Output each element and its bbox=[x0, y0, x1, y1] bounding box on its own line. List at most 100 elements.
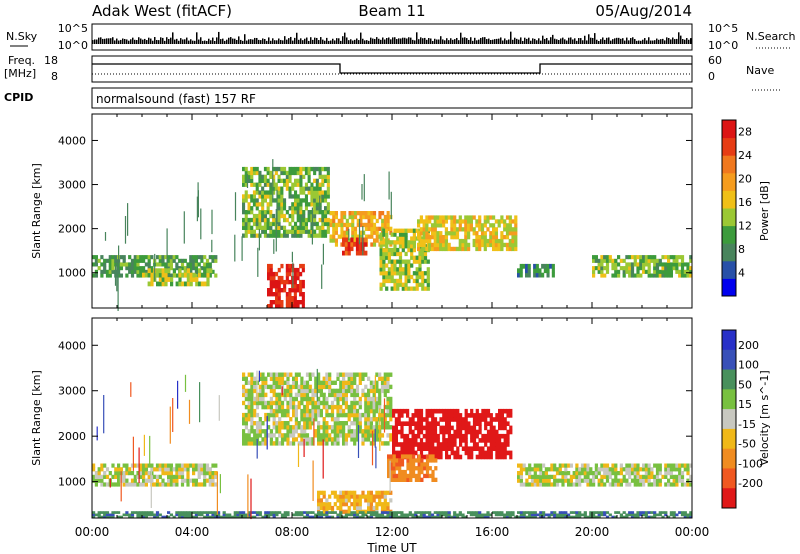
heatmap-cell bbox=[436, 515, 440, 519]
heatmap-cell bbox=[103, 262, 107, 267]
heatmap-cell bbox=[689, 255, 693, 260]
heatmap-cell bbox=[445, 442, 449, 447]
heatmap-cell bbox=[318, 225, 322, 230]
heatmap-cell bbox=[164, 281, 168, 287]
heatmap-cell bbox=[472, 417, 477, 422]
heatmap-cell bbox=[353, 421, 357, 426]
nsky-bar bbox=[596, 39, 598, 44]
heatmap-cell bbox=[133, 258, 137, 263]
heatmap-cell bbox=[294, 210, 298, 215]
heatmap-cell bbox=[175, 262, 179, 267]
heatmap-cell bbox=[403, 513, 407, 517]
heatmap-cell bbox=[401, 271, 405, 276]
heatmap-cell bbox=[636, 463, 640, 468]
heatmap-cell bbox=[311, 400, 315, 406]
heatmap-cell bbox=[486, 429, 491, 435]
heatmap-cell bbox=[322, 400, 326, 406]
heatmap-cell bbox=[334, 242, 338, 247]
heatmap-cell bbox=[247, 225, 251, 230]
heatmap-cell bbox=[183, 515, 187, 519]
heatmap-cell bbox=[293, 267, 297, 273]
heatmap-cell bbox=[275, 511, 279, 514]
heatmap-cell bbox=[580, 467, 585, 472]
heatmap-cell bbox=[564, 515, 568, 519]
heatmap-cell bbox=[433, 421, 438, 426]
heatmap-cell bbox=[422, 235, 426, 240]
heatmap-cell bbox=[594, 471, 598, 476]
heatmap-cell bbox=[353, 513, 357, 517]
heatmap-cell bbox=[478, 454, 482, 460]
heatmap-cell bbox=[464, 515, 468, 519]
heatmap-cell bbox=[369, 421, 373, 426]
heatmap-cell bbox=[122, 262, 126, 267]
nsky-bar bbox=[478, 39, 480, 44]
heatmap-cell bbox=[547, 478, 551, 483]
nsky-bar bbox=[130, 39, 132, 44]
heatmap-cell bbox=[492, 246, 496, 252]
heatmap-cell bbox=[250, 217, 254, 223]
heatmap-cell bbox=[683, 463, 687, 468]
heatmap-cell bbox=[564, 478, 568, 483]
heatmap-cell bbox=[619, 513, 623, 517]
heatmap-cell bbox=[403, 473, 407, 479]
heatmap-cell bbox=[374, 428, 376, 448]
heatmap-cell bbox=[658, 258, 662, 263]
heatmap-cell bbox=[551, 263, 555, 269]
heatmap-cell bbox=[382, 228, 386, 233]
heatmap-cell bbox=[398, 236, 403, 241]
nsky-bar bbox=[676, 38, 678, 44]
heatmap-cell bbox=[373, 222, 377, 228]
heatmap-cell bbox=[111, 262, 115, 267]
heatmap-cell bbox=[150, 511, 154, 514]
heatmap-cell bbox=[611, 467, 615, 472]
heatmap-cell bbox=[372, 511, 376, 514]
heatmap-cell bbox=[464, 227, 468, 232]
colorbar-tick-label: 50 bbox=[738, 378, 752, 391]
heatmap-cell bbox=[672, 262, 676, 267]
heatmap-cell bbox=[519, 268, 523, 274]
heatmap-cell bbox=[356, 218, 360, 224]
heatmap-cell bbox=[358, 494, 362, 499]
heatmap-cell bbox=[211, 482, 215, 487]
heatmap-cell bbox=[396, 228, 400, 233]
heatmap-cell bbox=[169, 467, 173, 472]
heatmap-cell bbox=[433, 238, 437, 244]
heatmap-cell bbox=[358, 380, 362, 385]
heatmap-cell bbox=[333, 429, 337, 434]
heatmap-cell bbox=[625, 269, 629, 274]
heatmap-cell bbox=[342, 250, 346, 256]
heatmap-cell bbox=[675, 258, 679, 263]
nsky-bar bbox=[182, 39, 184, 44]
heatmap-cell bbox=[230, 515, 235, 519]
heatmap-cell bbox=[555, 515, 560, 519]
nsky-bar bbox=[654, 40, 656, 44]
heatmap-cell bbox=[288, 296, 292, 301]
nsky-bar bbox=[102, 38, 104, 44]
heatmap-cell bbox=[675, 262, 679, 267]
heatmap-cell bbox=[319, 511, 323, 514]
heatmap-cell bbox=[194, 482, 198, 487]
heatmap-cell bbox=[472, 242, 476, 248]
nsky-bar bbox=[502, 40, 504, 44]
heatmap-cell bbox=[280, 178, 284, 183]
heatmap-cell bbox=[425, 421, 429, 426]
nsky-bar bbox=[424, 37, 426, 44]
heatmap-cell bbox=[406, 446, 410, 451]
heatmap-cell bbox=[511, 227, 515, 232]
heatmap-cell bbox=[334, 226, 338, 231]
heatmap-cell bbox=[347, 372, 351, 377]
heatmap-cell bbox=[161, 471, 165, 476]
heatmap-cell bbox=[100, 463, 104, 468]
heatmap-cell bbox=[317, 380, 321, 385]
nsky-bar bbox=[642, 39, 644, 44]
nsky-bar bbox=[196, 32, 198, 44]
heatmap-cell bbox=[603, 258, 607, 263]
heatmap-cell bbox=[117, 267, 119, 311]
heatmap-cell bbox=[307, 190, 311, 195]
heatmap-cell bbox=[680, 258, 685, 263]
heatmap-cell bbox=[214, 471, 218, 476]
heatmap-cell bbox=[255, 182, 259, 187]
heatmap-cell bbox=[546, 263, 550, 269]
heatmap-cell bbox=[175, 471, 179, 476]
heatmap-cell bbox=[445, 417, 449, 422]
